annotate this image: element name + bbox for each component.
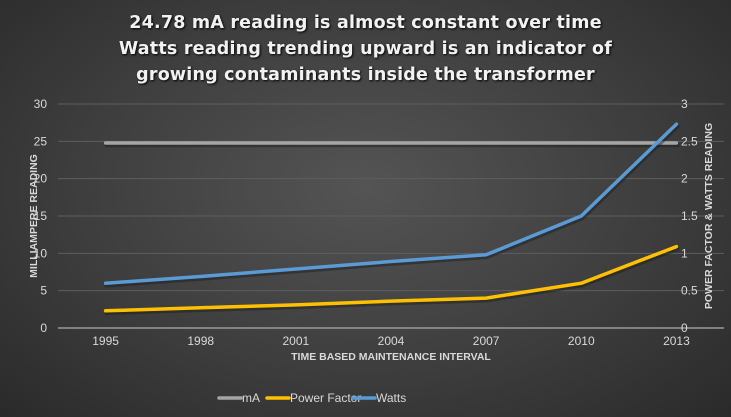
x-tick-label: 2010 — [568, 334, 595, 348]
y2-tick-label: 0.5 — [681, 284, 698, 298]
y2-tick-label: 2 — [681, 172, 688, 186]
x-tick-label: 2013 — [663, 334, 690, 348]
chart-title: 24.78 mA reading is almost constant over… — [0, 10, 731, 88]
series-line-shadow-watts — [104, 123, 680, 288]
chart-title-line-3: growing contaminants inside the transfor… — [136, 65, 595, 85]
y-tick-label: 25 — [34, 134, 48, 148]
x-axis-title: TIME BASED MAINTENANCE INTERVAL — [291, 351, 491, 363]
y2-tick-label: 1.5 — [681, 209, 698, 223]
y-tick-label: 20 — [34, 172, 48, 186]
y-tick-label: 0 — [40, 321, 47, 335]
gridlines — [58, 103, 724, 329]
legend-label-watts: Watts — [376, 391, 406, 405]
x-tick-label: 2007 — [473, 334, 500, 348]
series-line-shadow-power-factor — [104, 246, 680, 316]
left-axis-ticks: 0 5 10 15 20 25 30 — [34, 97, 48, 335]
y2-tick-label: 1 — [681, 246, 688, 260]
right-axis-ticks: 0 0.5 1 1.5 2 2.5 3 — [681, 97, 698, 335]
y-tick-label: 30 — [34, 97, 48, 111]
y2-tick-label: 2.5 — [681, 134, 698, 148]
x-tick-label: 2001 — [283, 334, 310, 348]
y2-tick-label: 3 — [681, 97, 688, 111]
y2-tick-label: 0 — [681, 321, 688, 335]
chart-title-line-1: 24.78 mA reading is almost constant over… — [129, 13, 602, 33]
x-tick-label: 1995 — [92, 334, 119, 348]
y-tick-label: 15 — [34, 209, 48, 223]
y2-axis-title: POWER FACTOR & WATTS READING — [703, 123, 715, 309]
legend-label-power-factor: Power Factor — [290, 391, 361, 405]
y-tick-label: 10 — [34, 246, 48, 260]
series-lines — [103, 122, 680, 316]
y-tick-label: 5 — [40, 284, 47, 298]
chart-title-line-2: Watts reading trending upward is an indi… — [118, 39, 613, 59]
x-tick-label: 1998 — [187, 334, 214, 348]
series-line-watts — [103, 122, 679, 285]
legend: mA Power Factor Watts — [217, 391, 406, 405]
x-axis-ticks: 1995 1998 2001 2004 2007 2010 2013 — [92, 334, 690, 348]
legend-label-ma: mA — [242, 391, 260, 405]
y-axis-title: MILLIAMPERE READING — [28, 154, 40, 278]
x-tick-label: 2004 — [378, 334, 405, 348]
